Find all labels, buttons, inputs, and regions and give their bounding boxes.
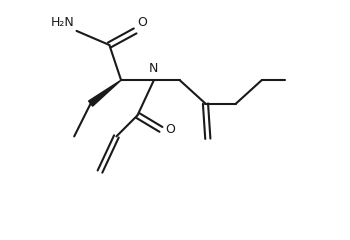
Text: O: O	[166, 123, 175, 136]
Text: H₂N: H₂N	[50, 16, 74, 29]
Text: N: N	[149, 62, 159, 75]
Polygon shape	[89, 80, 121, 106]
Text: O: O	[138, 16, 147, 29]
